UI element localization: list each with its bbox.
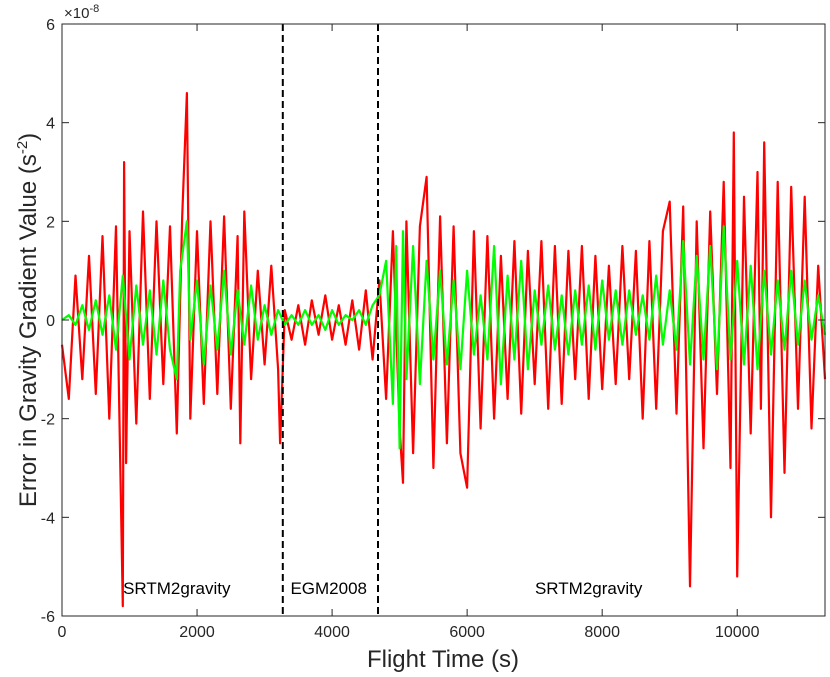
series-layer (60, 91, 827, 608)
x-tick-label: 4000 (314, 624, 350, 641)
y-exponent: ×10-8 (64, 3, 99, 22)
x-tick-label: 8000 (584, 624, 620, 641)
y-tick-label: 6 (46, 17, 55, 34)
y-axis-label-close: ) (15, 133, 42, 141)
x-tick-label: 10000 (715, 624, 760, 641)
y-axis-label-sup: -2 (14, 141, 31, 154)
x-tick-label: 6000 (449, 624, 485, 641)
x-tick-label: 0 (58, 624, 67, 641)
x-ticks: 0 2000 4000 6000 8000 10000 (58, 24, 760, 641)
y-tick-label: 0 (46, 313, 55, 330)
y-axis-label: Error in Gravity Gradient Value (s-2) (14, 133, 42, 507)
y-ticks: -6 -4 -2 0 2 4 6 (41, 17, 825, 626)
y-tick-label: -4 (41, 510, 55, 527)
region-layer: SRTM2gravity EGM2008 SRTM2gravity (123, 579, 643, 598)
y-tick-label: 4 (46, 116, 55, 133)
y-tick-label: -6 (41, 609, 55, 626)
region-label-2: EGM2008 (290, 579, 367, 598)
region-label-3: SRTM2gravity (535, 579, 643, 598)
x-axis-label: Flight Time (s) (367, 646, 519, 673)
region-label-1: SRTM2gravity (123, 579, 231, 598)
y-exponent-power: -8 (89, 3, 99, 15)
y-axis-label-main: Error in Gravity Gradient Value (s (15, 154, 42, 507)
y-tick-label: -2 (41, 412, 55, 429)
x-tick-label: 2000 (179, 624, 215, 641)
y-exponent-base: ×10 (64, 5, 89, 22)
series-line-2 (61, 220, 827, 450)
y-tick-label: 2 (46, 214, 55, 231)
